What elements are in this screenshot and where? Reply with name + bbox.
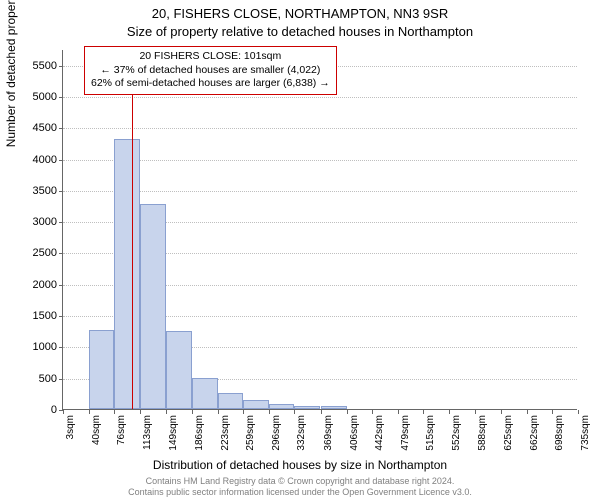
xtick-mark <box>527 410 528 414</box>
annotation-box: 20 FISHERS CLOSE: 101sqm← 37% of detache… <box>84 46 337 95</box>
xtick-mark <box>114 410 115 414</box>
ytick-mark <box>59 66 63 67</box>
annotation-line3: 62% of semi-detached houses are larger (… <box>91 77 330 91</box>
footer-attribution: Contains HM Land Registry data © Crown c… <box>0 476 600 498</box>
ytick-mark <box>59 379 63 380</box>
xtick-label: 369sqm <box>323 415 334 465</box>
xtick-mark <box>294 410 295 414</box>
histogram-bar <box>243 400 269 409</box>
ytick-mark <box>59 347 63 348</box>
xtick-label: 223sqm <box>220 415 231 465</box>
ytick-label: 0 <box>7 404 57 416</box>
histogram-bar <box>192 378 218 409</box>
xtick-label: 406sqm <box>349 415 360 465</box>
ytick-label: 5500 <box>7 60 57 72</box>
ytick-label: 1500 <box>7 310 57 322</box>
ytick-label: 4000 <box>7 154 57 166</box>
ytick-label: 1000 <box>7 341 57 353</box>
xtick-label: 442sqm <box>374 415 385 465</box>
ytick-mark <box>59 253 63 254</box>
xtick-label: 76sqm <box>116 415 127 465</box>
ytick-mark <box>59 128 63 129</box>
chart-title-line1: 20, FISHERS CLOSE, NORTHAMPTON, NN3 9SR <box>0 6 600 21</box>
xtick-mark <box>578 410 579 414</box>
ytick-mark <box>59 97 63 98</box>
xtick-mark <box>218 410 219 414</box>
ytick-mark <box>59 285 63 286</box>
xtick-mark <box>192 410 193 414</box>
histogram-bar <box>294 406 320 409</box>
ytick-label: 3000 <box>7 216 57 228</box>
xtick-label: 186sqm <box>194 415 205 465</box>
histogram-bar <box>166 331 192 409</box>
histogram-bar <box>114 139 140 409</box>
xtick-mark <box>475 410 476 414</box>
xtick-mark <box>347 410 348 414</box>
ytick-mark <box>59 160 63 161</box>
xtick-label: 332sqm <box>296 415 307 465</box>
annotation-line1: 20 FISHERS CLOSE: 101sqm <box>91 50 330 64</box>
xtick-label: 113sqm <box>142 415 153 465</box>
xtick-mark <box>552 410 553 414</box>
chart-title-line2: Size of property relative to detached ho… <box>0 24 600 39</box>
ytick-label: 3500 <box>7 185 57 197</box>
annotation-line2: ← 37% of detached houses are smaller (4,… <box>91 64 330 78</box>
xtick-label: 662sqm <box>529 415 540 465</box>
xtick-label: 515sqm <box>425 415 436 465</box>
gridline-h <box>63 128 577 129</box>
footer-line2: Contains public sector information licen… <box>0 487 600 498</box>
histogram-bar <box>89 330 114 409</box>
xtick-mark <box>449 410 450 414</box>
xtick-mark <box>501 410 502 414</box>
marker-line <box>132 50 133 409</box>
footer-line1: Contains HM Land Registry data © Crown c… <box>0 476 600 487</box>
xtick-mark <box>89 410 90 414</box>
xtick-label: 149sqm <box>168 415 179 465</box>
histogram-bar <box>321 406 347 409</box>
ytick-label: 500 <box>7 373 57 385</box>
histogram-bar <box>218 393 243 409</box>
xtick-mark <box>166 410 167 414</box>
xtick-label: 3sqm <box>65 415 76 465</box>
xtick-mark <box>398 410 399 414</box>
xtick-label: 296sqm <box>271 415 282 465</box>
ytick-label: 2000 <box>7 279 57 291</box>
xtick-label: 698sqm <box>554 415 565 465</box>
xtick-mark <box>243 410 244 414</box>
xtick-label: 479sqm <box>400 415 411 465</box>
ytick-label: 2500 <box>7 247 57 259</box>
xtick-label: 552sqm <box>451 415 462 465</box>
histogram-bar <box>140 204 165 409</box>
ytick-mark <box>59 191 63 192</box>
ytick-mark <box>59 222 63 223</box>
xtick-label: 259sqm <box>245 415 256 465</box>
xtick-label: 588sqm <box>477 415 488 465</box>
xtick-mark <box>423 410 424 414</box>
xtick-mark <box>140 410 141 414</box>
xtick-label: 625sqm <box>503 415 514 465</box>
xtick-mark <box>269 410 270 414</box>
ytick-label: 4500 <box>7 122 57 134</box>
xtick-label: 40sqm <box>91 415 102 465</box>
gridline-h <box>63 97 577 98</box>
histogram-bar <box>269 404 294 409</box>
ytick-mark <box>59 316 63 317</box>
xtick-label: 735sqm <box>580 415 591 465</box>
xtick-mark <box>372 410 373 414</box>
plot-area: 20 FISHERS CLOSE: 101sqm← 37% of detache… <box>62 50 577 410</box>
xtick-mark <box>63 410 64 414</box>
xtick-mark <box>321 410 322 414</box>
ytick-label: 5000 <box>7 91 57 103</box>
